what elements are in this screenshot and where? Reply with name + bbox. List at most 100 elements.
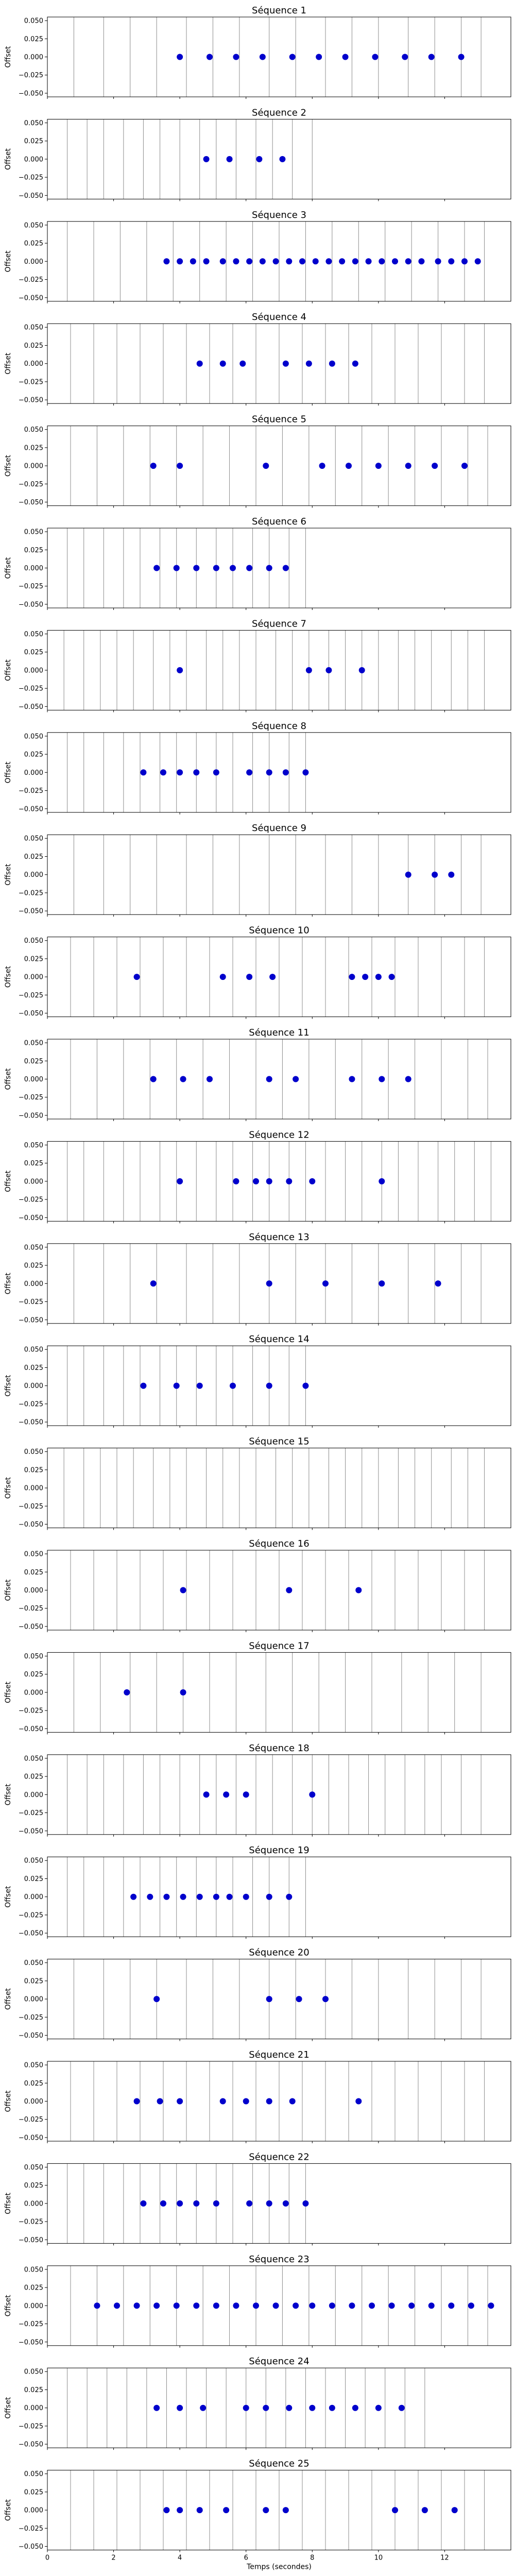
- data-point: [243, 1893, 249, 1900]
- y-tick-label: 0.000: [24, 2404, 43, 2412]
- data-point: [379, 1076, 385, 1082]
- axes-frame: [47, 732, 511, 813]
- y-axis-label: Offset: [4, 863, 12, 886]
- subplot: Séquence 15 0.050 0.025 0.000 −0.025 −0.050 Of…: [4, 1436, 511, 1530]
- y-tick-label: −0.025: [19, 378, 43, 386]
- y-tick-label: −0.050: [19, 1827, 43, 1835]
- y-tick-label: −0.025: [19, 1400, 43, 1408]
- y-axis-label: Offset: [4, 1170, 12, 1192]
- data-point: [223, 2507, 230, 2514]
- x-axis-label: Temps (secondes): [246, 2563, 312, 2571]
- data-point: [233, 258, 239, 265]
- subplot-title: Séquence 16: [249, 1538, 309, 1549]
- subplot-title: Séquence 15: [249, 1436, 309, 1447]
- subplot: Séquence 21 0.050 0.025 0.000 −0.025 −0.050 Of…: [4, 2049, 511, 2143]
- subplot: Séquence 16 0.050 0.025 0.000 −0.025 −0.050 Of…: [4, 1538, 511, 1632]
- y-tick-label: 0.050: [24, 1142, 43, 1149]
- data-point: [124, 1689, 130, 1696]
- y-tick-label: −0.050: [19, 192, 43, 200]
- subplot: Séquence 20 0.050 0.025 0.000 −0.025 −0.050 Of…: [4, 1947, 511, 2041]
- data-point: [435, 258, 441, 265]
- y-tick-label: 0.000: [24, 1076, 43, 1083]
- data-point: [428, 54, 435, 60]
- subplot-title: Séquence 5: [252, 414, 306, 425]
- data-point: [246, 769, 253, 776]
- data-point: [388, 974, 395, 980]
- data-point: [282, 565, 289, 571]
- y-tick-label: 0.050: [24, 18, 43, 25]
- x-tick-label: 0: [45, 2554, 49, 2562]
- y-tick-label: −0.025: [19, 2116, 43, 2124]
- data-point: [352, 2404, 358, 2411]
- subplot-title: Séquence 8: [252, 721, 306, 732]
- y-tick-label: 0.050: [24, 426, 43, 434]
- data-point: [133, 2098, 140, 2105]
- y-tick-label: 0.000: [24, 769, 43, 777]
- axes-frame: [47, 1856, 511, 1937]
- data-point: [163, 1893, 170, 1900]
- y-tick-label: 0.050: [24, 2266, 43, 2274]
- data-point: [219, 258, 226, 265]
- subplot-title: Séquence 4: [252, 312, 306, 323]
- data-point: [349, 2302, 355, 2309]
- y-tick-label: −0.025: [19, 685, 43, 693]
- data-point: [193, 2200, 200, 2207]
- subplot-title: Séquence 17: [249, 1640, 309, 1651]
- data-point: [286, 1587, 293, 1594]
- data-point: [207, 54, 213, 60]
- data-point: [196, 1893, 203, 1900]
- data-point: [428, 2302, 435, 2309]
- data-point: [305, 360, 312, 367]
- y-axis-label: Offset: [4, 1375, 12, 1397]
- y-tick-label: −0.025: [19, 2422, 43, 2430]
- data-point: [177, 667, 183, 673]
- data-point: [379, 1280, 385, 1287]
- subplot: Séquence 25 0.050 0.025 0.000 −0.025 −0.050 Of…: [4, 2459, 511, 2571]
- y-tick-label: 0.025: [24, 2080, 43, 2088]
- axes-frame: [47, 118, 511, 199]
- y-tick-label: 0.025: [24, 751, 43, 759]
- data-point: [259, 54, 266, 60]
- y-tick-label: 0.050: [24, 733, 43, 740]
- data-point: [173, 565, 180, 571]
- data-point: [266, 769, 272, 776]
- y-tick-label: 0.000: [24, 2507, 43, 2515]
- data-point: [309, 2302, 316, 2309]
- y-tick-label: −0.025: [19, 2320, 43, 2328]
- data-point: [316, 54, 322, 60]
- subplot: Séquence 17 0.050 0.025 0.000 −0.025 −0.050 Of…: [4, 1640, 511, 1735]
- data-point: [392, 2507, 398, 2514]
- data-point: [289, 54, 296, 60]
- subplot-title: Séquence 23: [249, 2254, 309, 2265]
- y-tick-label: 0.050: [24, 631, 43, 638]
- axes-frame: [47, 1345, 511, 1426]
- data-point: [114, 2302, 120, 2309]
- data-point: [293, 1076, 299, 1082]
- y-tick-label: 0.025: [24, 138, 43, 145]
- y-tick-label: −0.050: [19, 2236, 43, 2244]
- y-tick-label: 0.050: [24, 835, 43, 843]
- data-point: [325, 667, 332, 673]
- y-tick-label: 0.025: [24, 1466, 43, 1474]
- y-tick-label: −0.025: [19, 583, 43, 590]
- y-tick-label: −0.025: [19, 787, 43, 795]
- data-point: [256, 156, 263, 162]
- y-tick-label: 0.050: [24, 529, 43, 536]
- data-point: [243, 1791, 249, 1798]
- subplot: Séquence 10 0.050 0.025 0.000 −0.025 −0.050 Of…: [4, 925, 511, 1019]
- data-point: [150, 463, 157, 469]
- data-point: [325, 258, 332, 265]
- data-point: [233, 2302, 239, 2309]
- data-point: [296, 1996, 302, 2003]
- subplot-title: Séquence 20: [249, 1947, 309, 1958]
- subplot-title: Séquence 25: [249, 2459, 309, 2469]
- data-point: [243, 2404, 249, 2411]
- subplot: Séquence 8 0.050 0.025 0.000 −0.025 −0.050 Off…: [4, 721, 511, 815]
- subplot-title: Séquence 24: [249, 2356, 309, 2367]
- data-point: [180, 1587, 186, 1594]
- subplot-title: Séquence 21: [249, 2049, 309, 2060]
- y-axis-label: Offset: [4, 1068, 12, 1090]
- data-point: [282, 360, 289, 367]
- data-point: [448, 871, 455, 878]
- data-point: [203, 156, 210, 162]
